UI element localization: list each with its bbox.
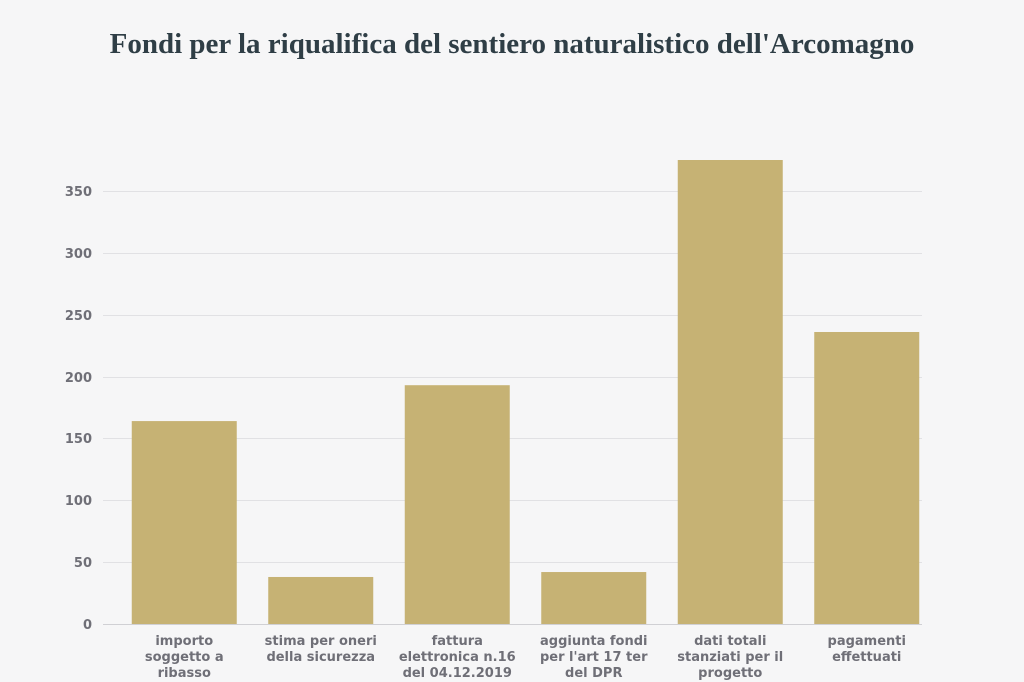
bar bbox=[541, 572, 647, 624]
x-category-label: stima per oneri della sicurezza bbox=[265, 634, 377, 665]
bar bbox=[814, 331, 920, 624]
x-category-label: importo soggetto a ribasso bbox=[145, 634, 224, 681]
y-tick-label: 300 bbox=[65, 247, 92, 262]
y-tick-label: 50 bbox=[74, 556, 92, 571]
y-tick-label: 350 bbox=[65, 185, 92, 200]
x-category-label: aggiunta fondi per l'art 17 ter del DPR bbox=[540, 634, 648, 681]
y-tick-label: 150 bbox=[65, 432, 92, 447]
x-category-label: dati totali stanziati per il progetto bbox=[677, 634, 783, 681]
grid-layer bbox=[103, 191, 922, 625]
x-category-label: pagamenti effettuati bbox=[828, 634, 906, 665]
label-layer: 0 50 100 150 200 250 300 350 importo soggetto a ri… bbox=[65, 185, 906, 681]
y-tick-label: 100 bbox=[65, 494, 92, 509]
chart-title: Fondi per la riqualifica del sentiero na… bbox=[109, 28, 915, 60]
y-tick-label: 200 bbox=[65, 371, 92, 386]
y-tick-label: 250 bbox=[65, 309, 92, 324]
y-tick-label: 0 bbox=[83, 618, 92, 633]
bar bbox=[131, 421, 237, 624]
bar-layer bbox=[131, 160, 920, 624]
x-category-label: fattura elettronica n.16 del 04.12.2019 bbox=[399, 634, 516, 681]
bar bbox=[404, 385, 510, 624]
bar bbox=[677, 160, 783, 624]
bar bbox=[268, 576, 374, 624]
